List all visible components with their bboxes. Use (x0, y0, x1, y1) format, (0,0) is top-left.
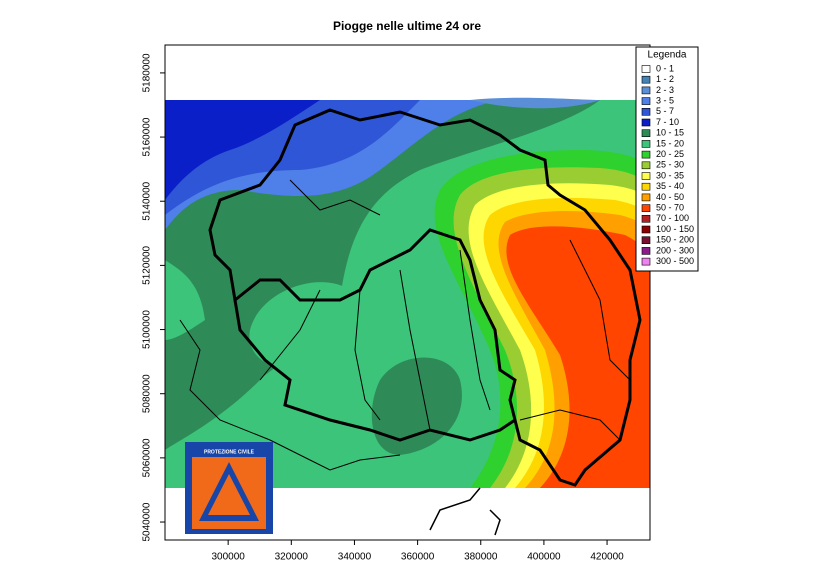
legend-swatch (641, 161, 651, 170)
logo-text: PROTEZIONE CIVILE (204, 449, 255, 455)
plot-frame (164, 44, 651, 541)
legend-swatch (641, 247, 651, 255)
y-tick-label: 5100000 (142, 310, 153, 349)
legend-label: 25 - 30 (656, 160, 684, 170)
y-tick-label: 5080000 (142, 374, 153, 413)
legend-label: 2 - 3 (656, 85, 674, 95)
legend-label: 20 - 25 (656, 149, 684, 159)
boundaries (179, 108, 642, 536)
map-field (165, 97, 650, 489)
legend-label: 30 - 35 (656, 170, 684, 180)
legend-swatch (641, 65, 651, 73)
y-tick-label: 5180000 (142, 53, 153, 92)
legend-swatch (641, 118, 651, 127)
legend-swatch (641, 204, 651, 212)
x-tick-label: 340000 (338, 552, 372, 563)
logo: PROTEZIONE CIVILE (185, 442, 273, 534)
legend-label: 0 - 1 (656, 63, 674, 73)
legend-label: 70 - 100 (656, 213, 689, 223)
legend-swatch (641, 108, 651, 116)
legend-swatch (641, 86, 651, 95)
x-tick-label: 360000 (401, 552, 435, 563)
x-tick-label: 320000 (275, 552, 309, 563)
legend-label: 200 - 300 (656, 245, 694, 255)
legend-label: 40 - 50 (656, 192, 684, 202)
legend-swatch (641, 140, 651, 148)
legend-swatch (641, 129, 651, 137)
legend-swatch (641, 215, 651, 223)
x-tick-label: 300000 (211, 552, 245, 563)
x-tick-label: 400000 (527, 552, 561, 563)
legend: Legenda 0 - 11 - 22 - 33 - 55 - 77 - 101… (635, 46, 699, 272)
legend-swatch (641, 257, 651, 266)
title: Piogge nelle ultime 24 ore (333, 19, 481, 33)
legend-label: 3 - 5 (656, 95, 674, 105)
y-tick-label: 5060000 (142, 438, 153, 477)
x-tick-label: 380000 (464, 552, 498, 563)
y-tick-label: 5160000 (142, 117, 153, 156)
legend-label: 35 - 40 (656, 181, 684, 191)
legend-swatch (641, 172, 651, 180)
axes: 300000 320000 340000 360000 380000 400000 4200… (142, 53, 625, 563)
legend-title: Legenda (648, 50, 687, 61)
legend-label: 15 - 20 (656, 138, 684, 148)
y-tick-label: 5040000 (142, 502, 153, 541)
legend-label: 1 - 2 (656, 74, 674, 84)
legend-swatch (641, 97, 651, 105)
y-tick-label: 5140000 (142, 181, 153, 220)
x-tick-label: 420000 (590, 552, 624, 563)
legend-swatch (641, 236, 651, 244)
legend-swatch (641, 193, 651, 202)
legend-swatch (641, 225, 651, 234)
legend-label: 5 - 7 (656, 106, 674, 116)
legend-swatch (641, 75, 651, 84)
legend-label: 10 - 15 (656, 128, 684, 138)
legend-swatch (641, 150, 651, 159)
legend-swatch (641, 182, 651, 191)
legend-label: 100 - 150 (656, 224, 694, 234)
legend-label: 150 - 200 (656, 235, 694, 245)
legend-label: 300 - 500 (656, 256, 694, 266)
legend-label: 7 - 10 (656, 117, 679, 127)
legend-label: 50 - 70 (656, 202, 684, 212)
y-tick-label: 5120000 (142, 245, 153, 284)
